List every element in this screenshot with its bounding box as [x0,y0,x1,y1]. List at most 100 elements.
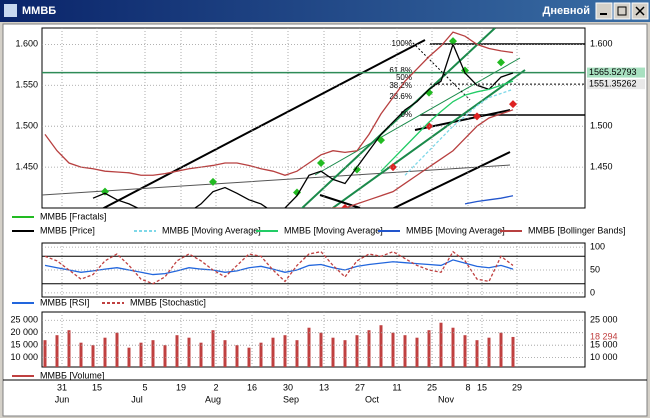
y-tick-label: 1.450 [15,161,38,171]
value-box [587,67,645,78]
volume-bar [403,335,407,367]
volume-bar [307,327,311,367]
value-label: 1565.52793 [589,67,637,77]
value-box [587,79,645,90]
volume-bar [79,342,83,367]
maximize-button[interactable] [613,2,631,20]
date-day: 8 [465,382,470,392]
volume-bar [271,337,275,367]
timeframe: Дневной [543,5,591,17]
volume-bar [43,340,47,367]
volume-bar [139,342,143,367]
volume-bar [331,337,335,367]
volume-bar [103,337,107,367]
volume-bar [487,337,491,367]
fib-label: 0% [400,110,412,119]
fib-label: 61.8% [389,66,412,75]
volume-bar [223,340,227,367]
fractal-up [317,159,325,167]
volume-bar [475,340,479,367]
y-tick-label-right: 50 [590,264,600,274]
volume-bar [187,337,191,367]
legend-label: ММВБ [Bollinger Bands] [528,225,625,235]
volume-bar [499,332,503,367]
y-tick-label-right: 0 [590,287,595,297]
volume-bar [115,332,119,367]
date-day: 15 [477,382,487,392]
y-tick-label: 20 000 [10,327,38,337]
volume-bar [175,335,179,367]
y-tick-label-right: 25 000 [590,315,618,325]
series-line-lower [330,109,514,208]
volume-bar [259,342,263,367]
volume-bar [283,335,287,367]
fractal-up [209,177,217,186]
fractal-up [497,58,505,67]
value-label: 1551.35262 [589,79,637,89]
window-title: ММВБ [22,5,56,17]
date-day: 29 [512,382,522,392]
series-line [44,259,514,276]
last-value-label: 18 294 [590,331,618,341]
fractal-down [473,112,481,121]
series-line [44,250,514,285]
fib-labels: 100% 61.8%50%38.2% 23.6% 0% [389,39,412,119]
series-line [464,195,514,205]
legend-label: ММВБ [Moving Average] [406,225,505,235]
fib-label: 38.2% [389,81,412,90]
pane-content [42,250,585,285]
date-day: 30 [283,382,293,392]
title-bar [0,0,650,22]
y-tick-label: 1.600 [15,39,38,49]
volume-bar [91,345,95,367]
volume-bar [199,342,203,367]
y-tick-label-right: 10 000 [590,352,618,362]
date-day: 19 [176,382,186,392]
date-month: Nov [438,394,455,404]
fractal-up [449,37,457,46]
date-month: Jul [131,394,143,404]
price-pane [41,27,586,209]
volume-bar [67,330,71,367]
legend-label: ММВБ [Volume] [40,370,104,380]
date-day: 27 [355,382,365,392]
legend-label: ММВБ [Moving Average] [162,225,261,235]
y-tick-label-right: 15 000 [590,340,618,350]
legend-label: ММВБ [Price] [40,225,95,235]
volume-bar [343,340,347,367]
date-month: Oct [365,394,380,404]
legend-label: ММВБ [Stochastic] [130,297,206,307]
fractal-up [293,188,301,197]
y-tick-label-right: 1.450 [590,161,613,171]
volume-bar [391,332,395,367]
volume-bar [151,340,155,367]
date-day: 2 [213,382,218,392]
y-tick-label: 25 000 [10,315,38,325]
window-icon [4,4,17,17]
y-tick-label-right: 100 [590,241,605,251]
series-line [404,88,514,176]
date-month: Jun [55,394,70,404]
volume-bar [295,340,299,367]
y-tick-label: 1.550 [15,80,38,90]
date-day: 31 [57,382,67,392]
series-line [380,80,514,172]
y-tick-label-right: 1.500 [590,121,613,131]
pane-content [43,322,515,367]
date-day: 5 [142,382,147,392]
volume-bar [55,335,59,367]
date-month: Aug [205,394,221,404]
series-line [92,42,514,208]
fib-label: 50% [396,73,412,82]
y-tick-label-right: 1.600 [590,39,613,49]
fib-label: 23.6% [389,92,412,101]
date-month: Sep [283,394,299,404]
volume-bar [415,337,419,367]
date-day: 13 [319,382,329,392]
volume-bar [511,336,515,367]
legend-label: ММВБ [Fractals] [40,211,106,221]
series-line [44,31,514,176]
minimize-button[interactable] [595,2,613,20]
legend-label: ММВБ [Moving Average] [284,225,383,235]
